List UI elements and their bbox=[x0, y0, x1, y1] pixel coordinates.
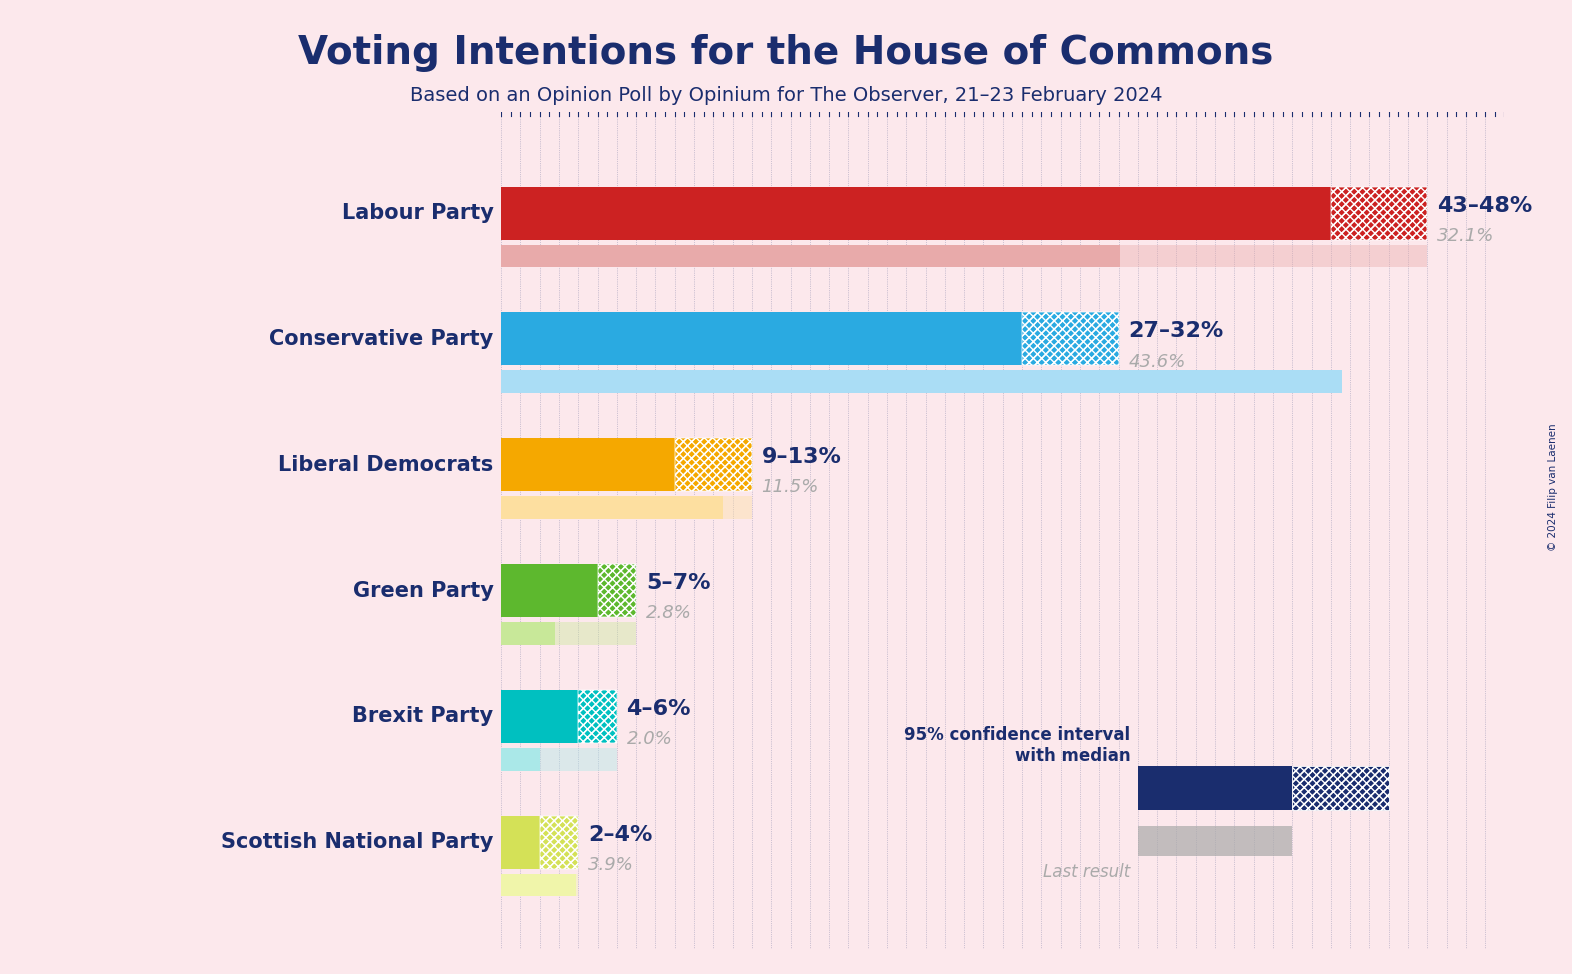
Bar bbox=[501, 816, 539, 869]
Bar bbox=[501, 622, 555, 645]
Text: 9–13%: 9–13% bbox=[761, 447, 841, 468]
Bar bbox=[501, 564, 597, 618]
Text: 2.0%: 2.0% bbox=[627, 730, 673, 748]
Bar bbox=[1022, 313, 1119, 365]
Text: Green Party: Green Party bbox=[352, 581, 494, 601]
Bar bbox=[539, 816, 578, 869]
Text: 4–6%: 4–6% bbox=[627, 699, 692, 719]
Bar bbox=[501, 187, 1331, 240]
Text: Based on an Opinion Poll by Opinium for The Observer, 21–23 February 2024: Based on an Opinion Poll by Opinium for … bbox=[410, 86, 1162, 105]
Text: 11.5%: 11.5% bbox=[761, 478, 819, 497]
Text: 95% confidence interval
with median: 95% confidence interval with median bbox=[904, 726, 1130, 765]
Bar bbox=[501, 313, 1022, 365]
Text: 32.1%: 32.1% bbox=[1437, 227, 1495, 244]
Bar bbox=[578, 690, 616, 743]
Bar bbox=[501, 874, 577, 896]
Bar bbox=[501, 438, 674, 491]
Bar bbox=[501, 496, 751, 519]
Text: 2–4%: 2–4% bbox=[588, 825, 652, 844]
Bar bbox=[674, 438, 751, 491]
Text: Voting Intentions for the House of Commons: Voting Intentions for the House of Commo… bbox=[299, 34, 1273, 72]
Bar bbox=[1331, 187, 1427, 240]
Bar bbox=[1292, 767, 1388, 810]
Text: 3.9%: 3.9% bbox=[588, 856, 634, 874]
Bar bbox=[501, 244, 1121, 267]
Bar bbox=[1022, 313, 1119, 365]
Bar bbox=[501, 496, 723, 519]
Text: Conservative Party: Conservative Party bbox=[269, 329, 494, 349]
Bar bbox=[597, 564, 637, 618]
Text: Liberal Democrats: Liberal Democrats bbox=[278, 455, 494, 474]
Text: 43.6%: 43.6% bbox=[1129, 353, 1185, 370]
Text: Last result: Last result bbox=[1042, 864, 1130, 881]
Bar bbox=[1138, 826, 1292, 856]
Bar bbox=[501, 874, 578, 896]
Text: 2.8%: 2.8% bbox=[646, 604, 692, 622]
Text: 5–7%: 5–7% bbox=[646, 573, 711, 593]
Bar bbox=[539, 816, 578, 869]
Bar bbox=[597, 564, 637, 618]
Bar bbox=[597, 564, 637, 618]
Text: Scottish National Party: Scottish National Party bbox=[222, 833, 494, 852]
Bar bbox=[1331, 187, 1427, 240]
Text: © 2024 Filip van Laenen: © 2024 Filip van Laenen bbox=[1548, 423, 1558, 551]
Bar bbox=[1292, 767, 1388, 810]
Text: 43–48%: 43–48% bbox=[1437, 196, 1533, 215]
Bar bbox=[1331, 187, 1427, 240]
Bar bbox=[674, 438, 751, 491]
Bar bbox=[501, 370, 1342, 393]
Bar bbox=[578, 690, 616, 743]
Bar bbox=[501, 244, 1427, 267]
Bar bbox=[539, 816, 578, 869]
Text: Labour Party: Labour Party bbox=[341, 203, 494, 223]
Text: Brexit Party: Brexit Party bbox=[352, 706, 494, 727]
Bar bbox=[501, 748, 539, 770]
Bar bbox=[578, 690, 616, 743]
Bar bbox=[501, 748, 616, 770]
Bar bbox=[1022, 313, 1119, 365]
Bar bbox=[501, 690, 578, 743]
Bar bbox=[501, 370, 1342, 393]
Bar bbox=[674, 438, 751, 491]
Bar bbox=[1138, 767, 1292, 810]
Text: 27–32%: 27–32% bbox=[1129, 321, 1223, 341]
Bar bbox=[501, 622, 637, 645]
